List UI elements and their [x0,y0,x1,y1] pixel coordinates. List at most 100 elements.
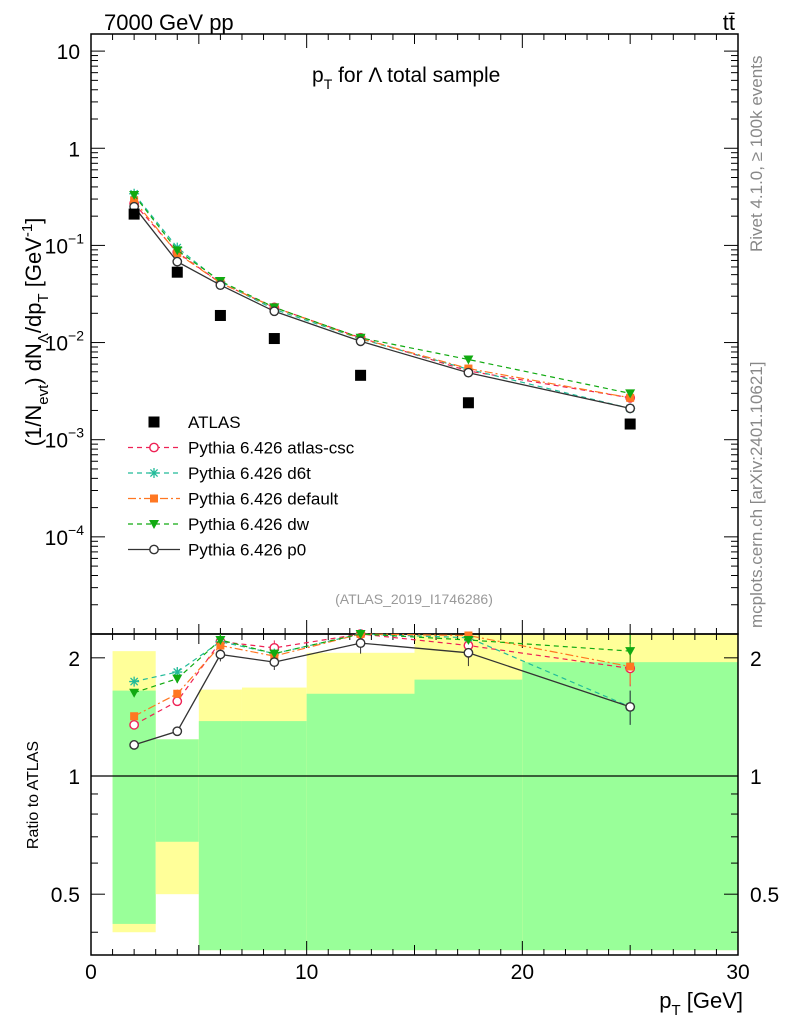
ratio-ytick-label-right: 0.5 [750,884,779,907]
series-atlas [128,208,636,430]
data-point [463,636,474,646]
series-pythia-6-426-d6t [129,188,636,414]
data-point [129,740,140,750]
legend-label: Pythia 6.426 atlas-csc [188,439,355,458]
legend-label: Pythia 6.426 dw [188,515,310,534]
legend-label: ATLAS [188,413,241,432]
data-point [129,688,140,698]
data-point [625,701,636,712]
series-line [133,203,631,399]
data-point [625,403,636,414]
data-point [130,712,139,721]
main-ytick-label: 10−3 [45,425,85,453]
rivet-label: Rivet 4.1.0, ≥ 100k events [747,56,766,252]
legend-item: ATLAS [148,413,241,432]
main-ytick-label: 1 [68,138,80,161]
legend: ATLAS Pythia 6.426 atlas-csc Pythia 6.426 … [128,413,355,560]
series-line [133,193,631,409]
data-point [214,309,226,321]
ratio-xtick-label: 10 [295,961,318,984]
data-point [462,397,474,409]
data-point [625,647,636,657]
data-point [625,389,636,399]
legend-item: Pythia 6.426 dw [128,515,310,534]
ratio-ytick-label: 1 [68,766,80,789]
main-ytick-label: 10−4 [45,522,85,550]
data-point [172,667,183,678]
data-point [129,676,140,687]
data-point [149,520,159,529]
data-point [172,696,183,707]
data-point [215,280,226,291]
data-point [128,208,140,220]
header-right: tt̄ [723,10,735,35]
data-point [215,636,226,646]
header-left: 7000 GeV pp [104,10,234,35]
main-ytick-label: 10 [57,41,80,64]
series-line [133,206,631,410]
series-pythia-6-426-p0 [129,201,636,414]
data-point [215,649,226,660]
data-point [172,726,183,737]
series-line [133,194,631,394]
series-pythia-6-426-default [130,196,635,402]
ratio-ticks: 0 10 20 30 0.5 0.5 1 1 2 2 [51,634,779,984]
data-point [464,631,473,640]
band-green [155,739,199,842]
analysis-watermark: (ATLAS_2019_I1746286) [335,591,493,607]
series-pythia-6-426-dw [129,191,636,399]
ratio-ytick-label-right: 2 [750,648,762,671]
data-point [216,641,225,650]
data-point [463,367,474,378]
legend-item: Pythia 6.426 d6t [128,464,311,483]
data-point [463,647,474,658]
ratio-ytick-label-right: 1 [750,766,762,789]
main-ticks: 10 1 10−1 10−2 10−3 10−4 [45,34,739,635]
main-ytick-label: 10−2 [45,328,85,356]
data-point [355,336,366,347]
data-point [129,719,140,730]
data-point [269,649,280,659]
data-point [129,191,140,201]
data-point [269,306,280,317]
main-ylabel: (1/Nevt) dNΛ/dpT [GeV-1] [19,218,52,447]
data-point [150,494,158,503]
band-green [198,721,242,951]
ratio-series [129,629,636,750]
band-green [306,693,415,951]
ratio-xtick-label: 20 [511,961,534,984]
legend-item: Pythia 6.426 default [128,490,339,509]
main-series [128,188,636,430]
data-point [148,416,160,428]
data-point [149,442,159,453]
legend-item: Pythia 6.426 atlas-csc [128,439,355,458]
data-point [624,418,636,430]
data-point [172,246,183,256]
ratio-xtick-label: 0 [85,961,97,984]
ratio-xtick-label: 30 [726,961,749,984]
data-point [171,266,183,278]
series-pythia-6-426-p0 [129,638,636,750]
ratio-ytick-label: 0.5 [51,884,80,907]
uncertainty-bands [91,634,738,951]
data-point [172,256,183,267]
data-point [172,674,183,684]
x-axis-label: pT [GeV] [659,988,743,1019]
data-point [355,630,366,639]
mcplots-label: mcplots.cern.ch [arXiv:2401.10621] [747,362,766,628]
data-point [130,196,139,205]
band-green [241,721,307,951]
series-line [133,200,631,399]
main-ytick-label: 10−1 [45,230,85,258]
data-point [463,355,474,365]
data-point [173,689,182,698]
data-point [149,468,159,478]
main-title: pT for Λ total sample [312,64,500,92]
series-pythia-6-426-atlas-csc [129,198,636,403]
data-point [626,662,635,671]
legend-label: Pythia 6.426 default [188,490,339,509]
data-point [149,544,159,555]
legend-label: Pythia 6.426 p0 [188,541,306,560]
data-point [355,369,367,381]
